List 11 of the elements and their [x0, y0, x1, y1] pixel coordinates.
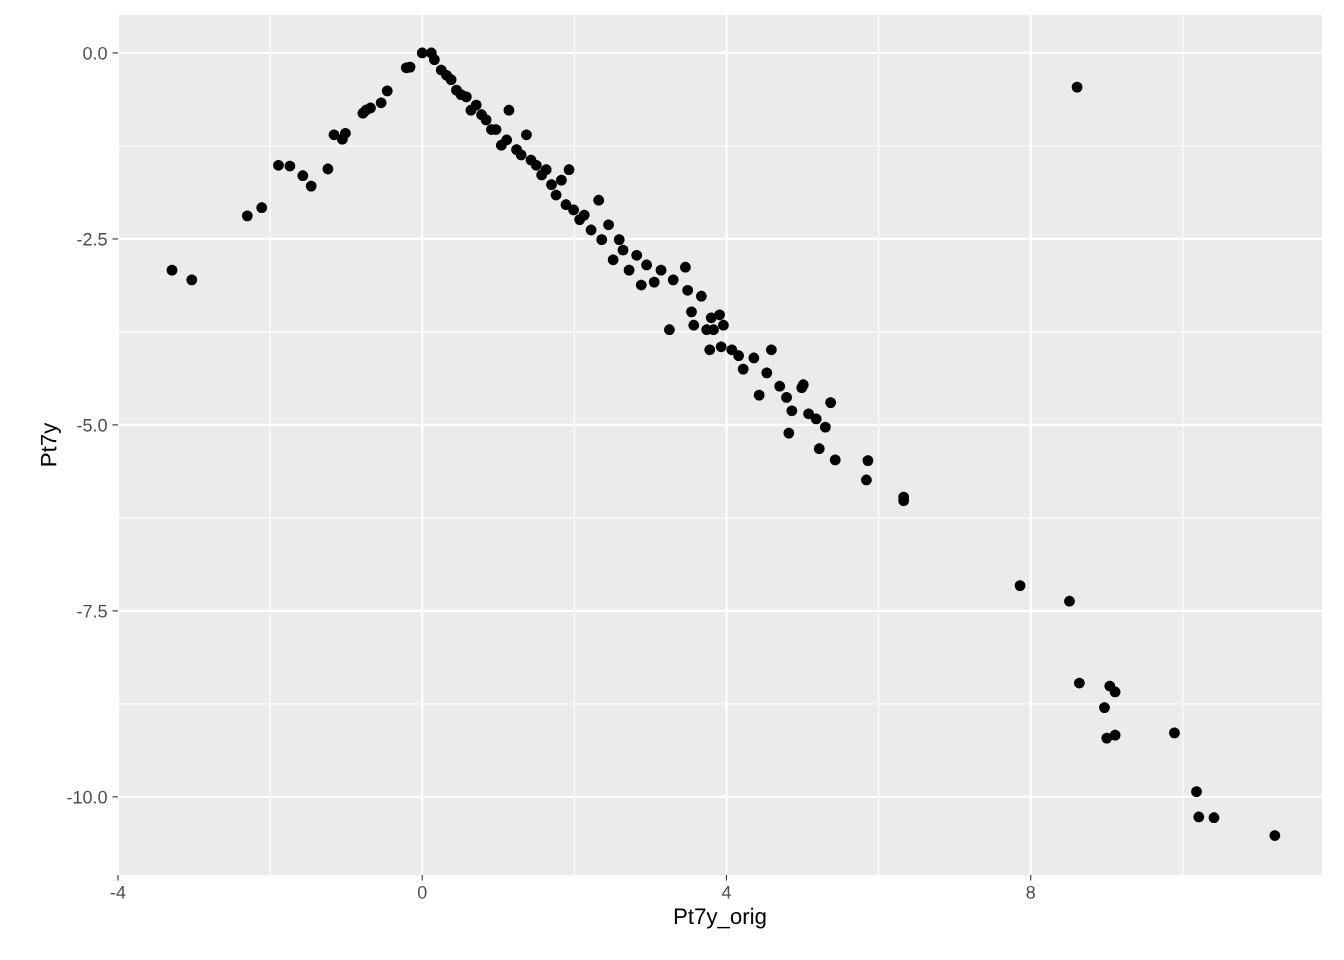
y-tick-label: -2.5 [77, 232, 107, 246]
y-tick-label: -10.0 [67, 790, 107, 804]
y-tick-label: 0.0 [83, 46, 107, 60]
y-tick-label: -7.5 [77, 605, 107, 618]
x-axis-title: Pt7y_orig [674, 907, 766, 929]
x-tick-label: 0 [417, 885, 427, 899]
y-tick-label: -5.0 [77, 418, 107, 432]
y-axis-title: Pt7y [40, 422, 61, 466]
x-tick-label: 4 [721, 886, 731, 899]
x-tick-label: -4 [110, 886, 126, 899]
x-tick-label: 8 [1026, 885, 1035, 899]
